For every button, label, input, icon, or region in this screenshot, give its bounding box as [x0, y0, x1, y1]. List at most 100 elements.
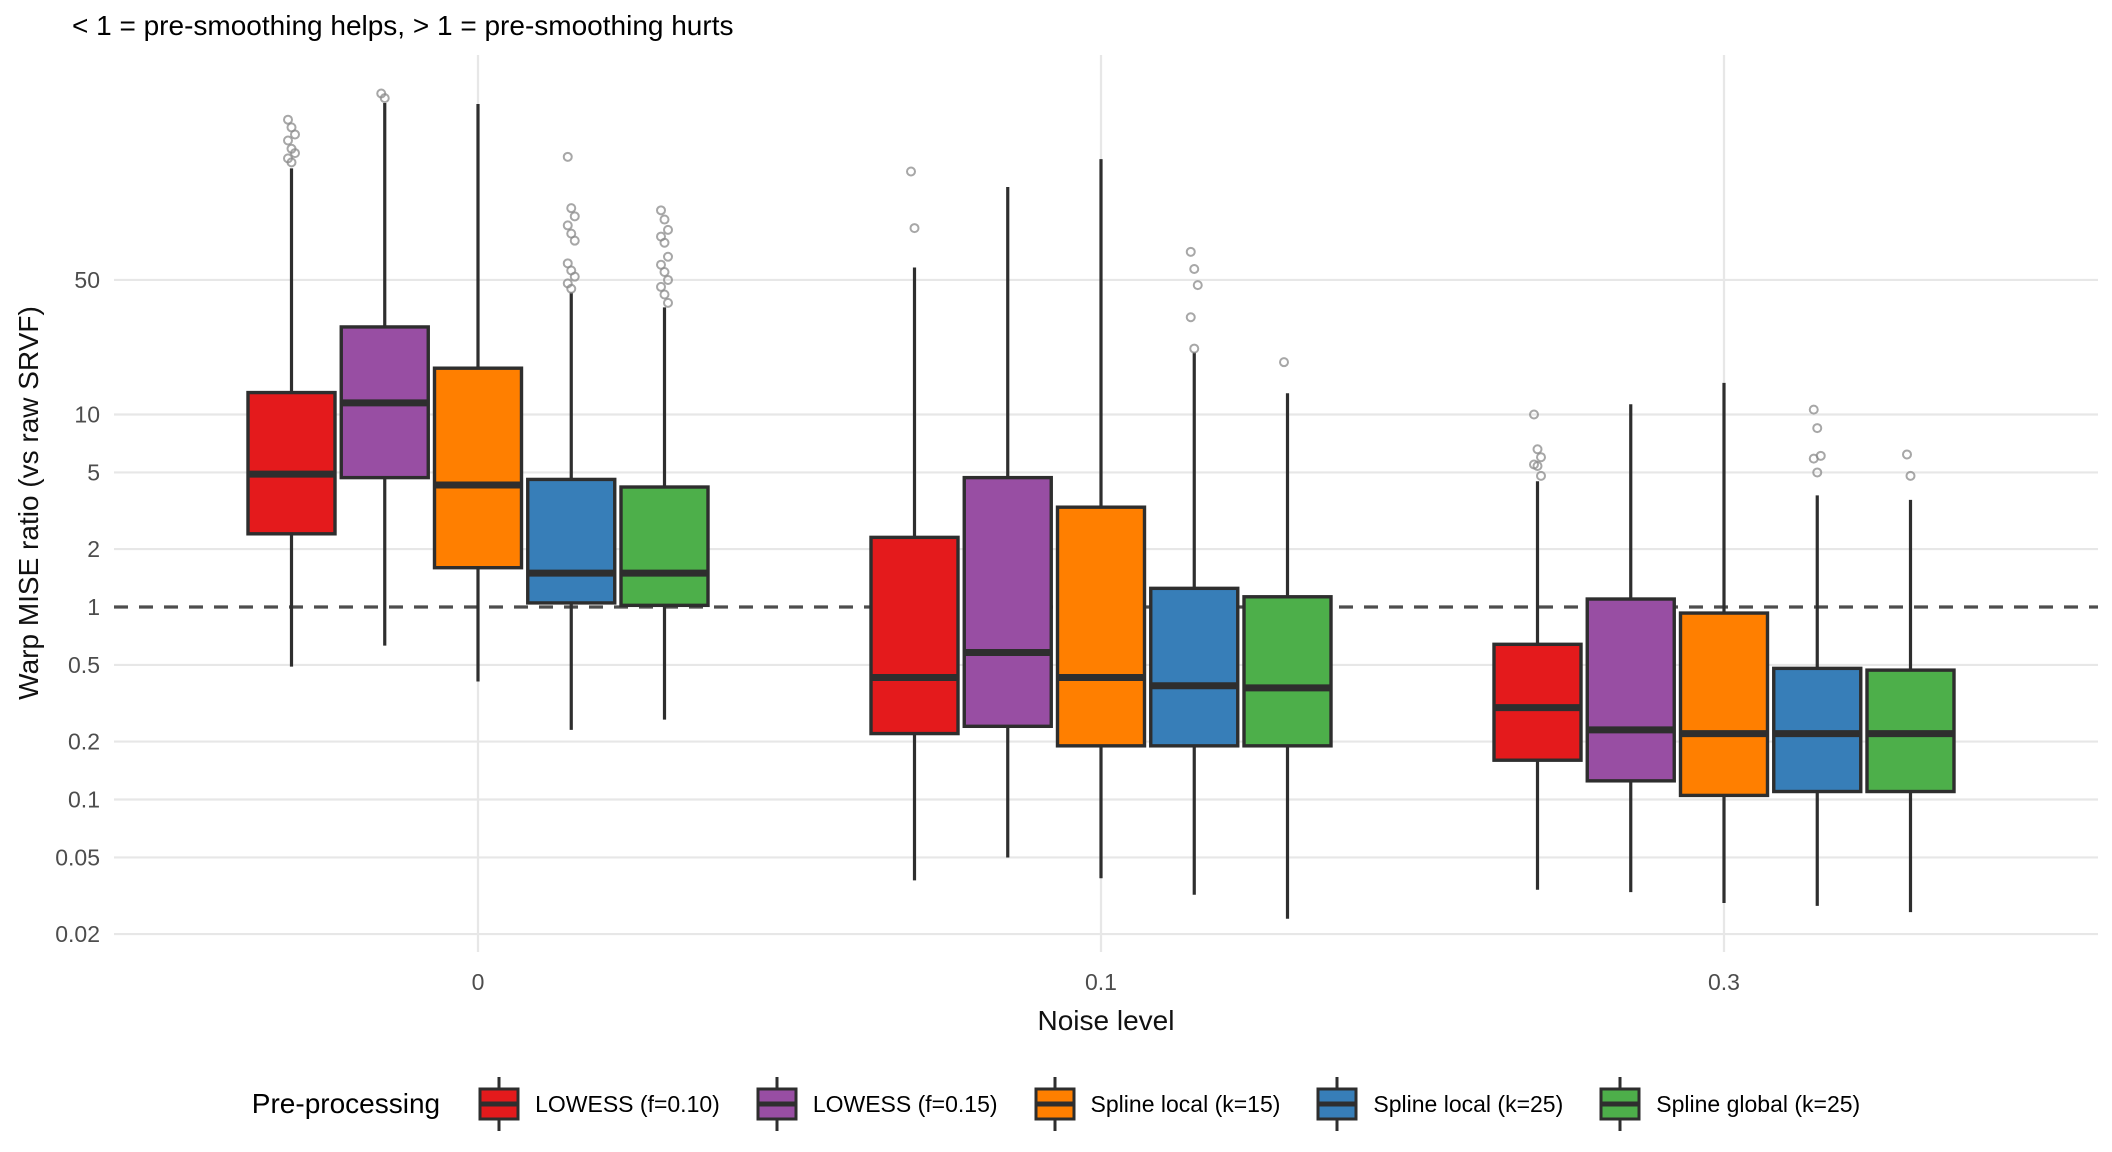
boxplot-spline-local-k-15--noise-0 — [432, 104, 524, 682]
box — [962, 475, 1053, 729]
outlier-point — [1279, 357, 1289, 368]
plot-title: < 1 = pre-smoothing helps, > 1 = pre-smo… — [72, 10, 734, 41]
outlier-point — [659, 214, 670, 225]
outlier-point — [656, 205, 666, 216]
x-tick-label: 0.1 — [1085, 969, 1117, 995]
legend-item-label: Spline local (k=25) — [1373, 1090, 1564, 1117]
legend-key-boxplot-icon — [1316, 1077, 1358, 1131]
outlier-point — [569, 211, 580, 222]
legend-item-5: Spline global (k=25) — [1597, 1074, 1860, 1134]
legend-title: Pre-processing — [251, 1088, 441, 1119]
boxplot-lowess-f-0-15--noise-0.3 — [1585, 404, 1676, 893]
outlier-point — [659, 289, 670, 300]
outlier-point — [566, 203, 577, 214]
outlier-point — [663, 297, 673, 308]
outlier-point — [1532, 444, 1543, 455]
box — [619, 485, 710, 608]
outlier-point — [286, 157, 297, 168]
box — [1242, 595, 1333, 748]
tick-layer: 50 10 5 2 1 0.5 0.2 0.1 0.05 0.02 0 0.1 0.3 — [55, 267, 1740, 995]
outlier-point — [283, 135, 293, 146]
y-tick-label: 50 — [74, 267, 100, 293]
y-tick-label: 2 — [87, 536, 100, 562]
y-tick-label: 0.5 — [68, 652, 100, 678]
box — [1678, 611, 1770, 798]
outlier-point — [663, 224, 673, 235]
outlier-point — [1192, 280, 1203, 291]
outlier-point — [1812, 467, 1823, 478]
outlier-point — [1529, 409, 1539, 420]
legend-key-boxplot-icon — [478, 1077, 520, 1131]
outlier-point — [656, 281, 666, 292]
outlier-point — [1185, 246, 1196, 257]
outlier-point — [1189, 343, 1200, 354]
box — [1585, 597, 1676, 783]
boxplot-lowess-f-0-10--noise-0.1 — [869, 166, 960, 881]
x-tick-label: 0 — [472, 969, 485, 995]
outlier-point — [659, 266, 670, 277]
outlier-point — [562, 220, 573, 231]
outlier-point — [1905, 470, 1916, 481]
boxplot-lowess-f-0-15--noise-0.1 — [962, 186, 1053, 858]
y-tick-label: 0.05 — [55, 844, 100, 870]
box — [1149, 586, 1240, 748]
y-tick-label: 5 — [87, 459, 100, 485]
outlier-point — [1189, 263, 1200, 274]
boxplot-spline-local-k-15--noise-0.3 — [1678, 382, 1770, 903]
outlier-point — [562, 151, 573, 162]
boxplot-spline-local-k-25--noise-0 — [526, 151, 617, 730]
boxplot-spline-global-k-25--noise-0.3 — [1865, 449, 1956, 913]
outlier-point — [663, 274, 673, 285]
outlier-point — [569, 271, 580, 282]
outlier-point — [379, 93, 390, 104]
legend-item-4: Spline local (k=25) — [1314, 1074, 1563, 1134]
box — [1492, 642, 1583, 762]
boxplot-spline-local-k-25--noise-0.1 — [1149, 246, 1240, 895]
y-axis-title: Warp MISE ratio (vs raw SRVF) — [13, 306, 44, 700]
box — [526, 477, 617, 605]
legend-key-boxplot-icon — [756, 1077, 798, 1131]
y-tick-label: 1 — [87, 594, 100, 620]
legend-item-label: Spline global (k=25) — [1656, 1090, 1861, 1117]
legend-item-3: Spline local (k=15) — [1032, 1074, 1281, 1134]
legend-item-1: LOWESS (f=0.10) — [476, 1074, 720, 1134]
outlier-point — [909, 223, 920, 234]
outlier-point — [1902, 449, 1912, 460]
outlier-point — [663, 251, 673, 262]
y-tick-label: 0.02 — [55, 921, 100, 947]
legend-key-boxplot-icon — [1599, 1077, 1641, 1131]
box — [246, 390, 337, 536]
outlier-point — [1808, 404, 1819, 415]
outlier-point — [283, 114, 293, 125]
legend-item-2: LOWESS (f=0.15) — [754, 1074, 998, 1134]
boxplot-spline-global-k-25--noise-0.1 — [1242, 357, 1333, 919]
x-tick-label: 0.3 — [1708, 969, 1740, 995]
outlier-point — [906, 166, 916, 177]
legend: Pre-processing LOWESS (f=0.10) LOWESS (f=… — [0, 1068, 2112, 1140]
y-tick-label: 0.2 — [68, 729, 100, 755]
legend-item-label: LOWESS (f=0.10) — [535, 1090, 720, 1117]
outlier-point — [1536, 452, 1546, 463]
boxplot-lowess-f-0-10--noise-0.3 — [1492, 409, 1583, 890]
outlier-point — [290, 129, 300, 140]
boxplot-spline-local-k-15--noise-0.1 — [1055, 159, 1147, 879]
box-layer — [246, 88, 1956, 919]
y-tick-label: 0.1 — [68, 787, 100, 813]
outlier-point — [1536, 470, 1546, 481]
outlier-point — [659, 237, 670, 248]
box — [869, 535, 960, 736]
boxplot-spline-global-k-25--noise-0 — [619, 205, 710, 720]
outlier-point — [566, 283, 577, 294]
y-tick-label: 10 — [74, 402, 100, 428]
box — [1055, 505, 1147, 748]
legend-item-label: Spline local (k=15) — [1090, 1090, 1281, 1117]
boxplot-lowess-f-0-15--noise-0 — [339, 88, 430, 646]
x-axis-title: Noise level — [1038, 1005, 1175, 1036]
outlier-point — [569, 235, 580, 246]
box — [432, 366, 524, 570]
outlier-point — [1808, 453, 1819, 464]
legend-key-boxplot-icon — [1034, 1077, 1076, 1131]
outlier-point — [1532, 461, 1543, 472]
